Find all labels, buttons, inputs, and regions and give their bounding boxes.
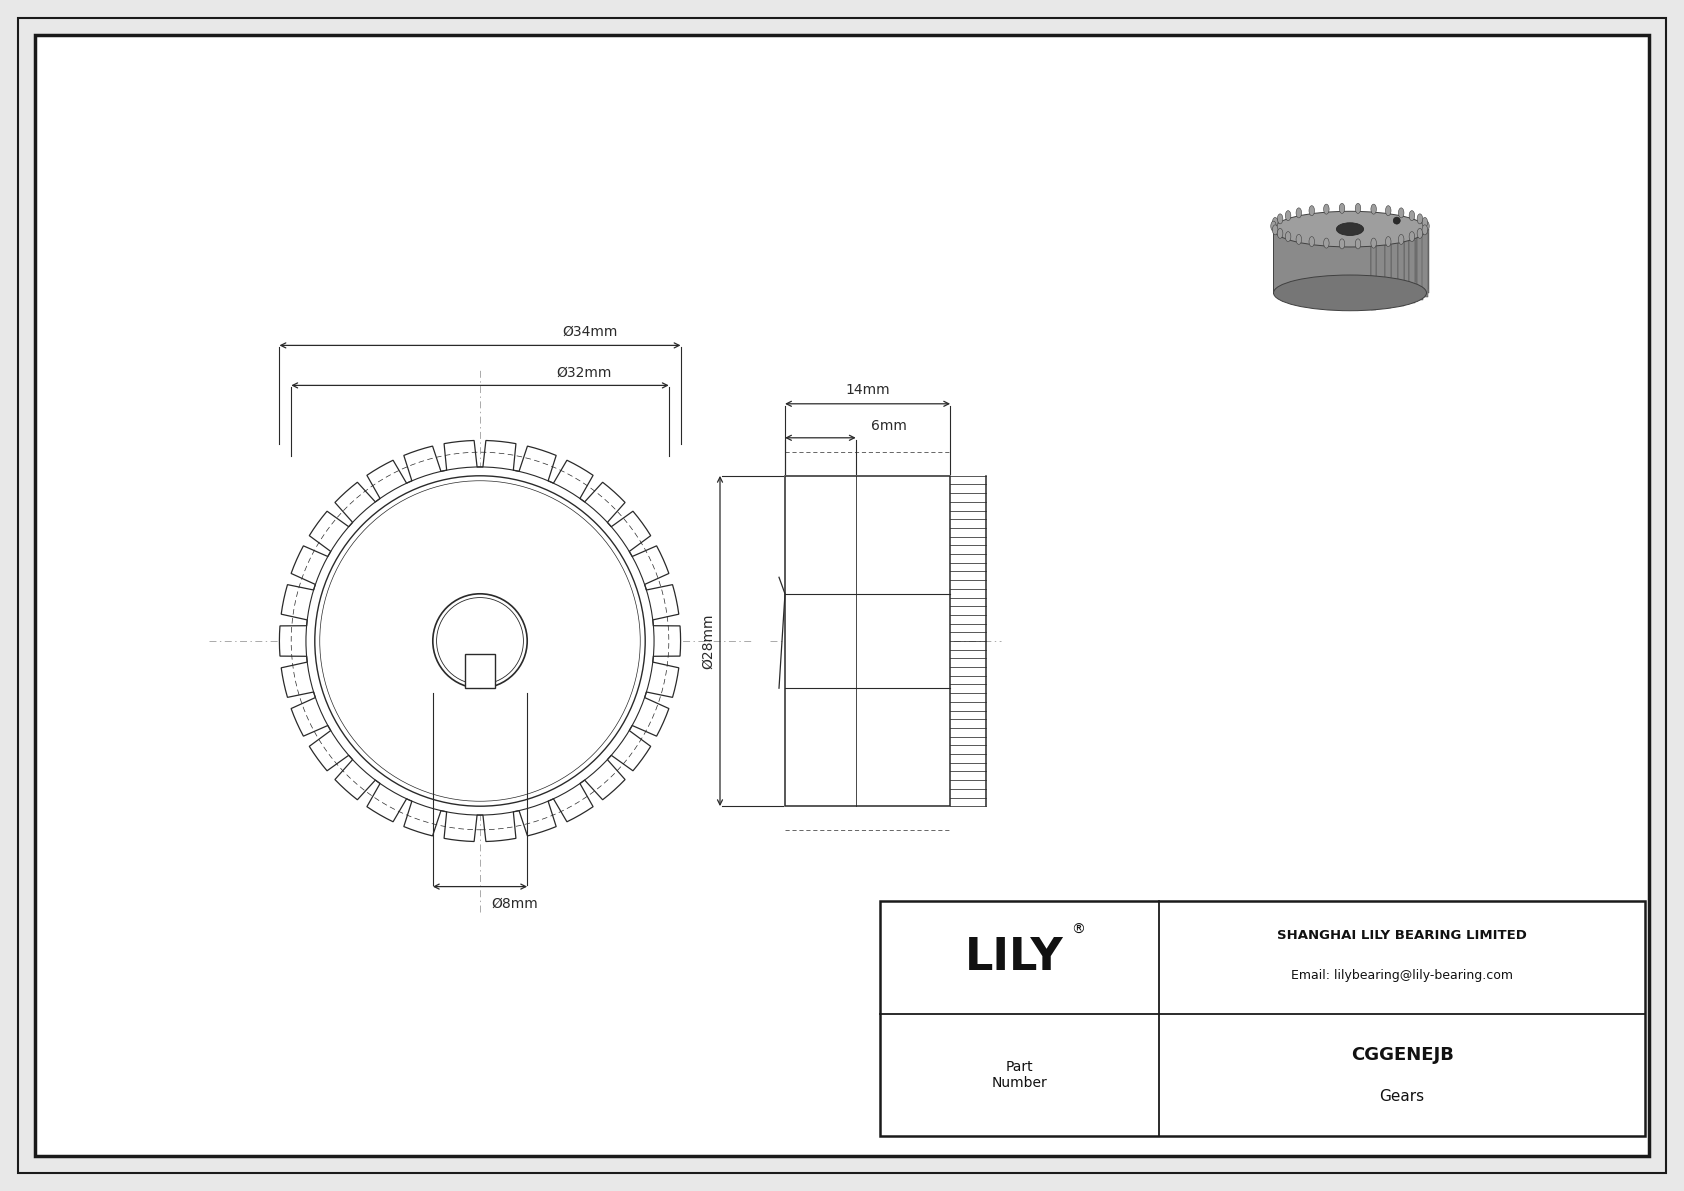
Ellipse shape (1308, 237, 1315, 247)
Bar (1410, 219, 1415, 282)
Bar (1421, 232, 1428, 297)
Text: Email: lilybearing@lily-bearing.com: Email: lilybearing@lily-bearing.com (1292, 969, 1514, 981)
Bar (1386, 244, 1391, 308)
Circle shape (315, 475, 645, 806)
Polygon shape (280, 441, 680, 842)
Ellipse shape (1297, 235, 1302, 244)
Ellipse shape (1398, 208, 1404, 218)
Text: Part
Number: Part Number (992, 1060, 1047, 1090)
Circle shape (1393, 217, 1401, 224)
Text: 14mm: 14mm (845, 382, 889, 397)
Ellipse shape (1423, 222, 1430, 231)
Ellipse shape (1371, 238, 1376, 248)
Ellipse shape (1398, 235, 1404, 244)
Ellipse shape (1324, 238, 1329, 248)
Bar (785, 475, 950, 806)
Text: Ø8mm: Ø8mm (492, 897, 539, 911)
Ellipse shape (1356, 239, 1361, 249)
Text: Gears: Gears (1379, 1090, 1425, 1104)
Text: LILY: LILY (965, 936, 1064, 979)
Ellipse shape (1271, 222, 1276, 231)
Ellipse shape (1297, 208, 1302, 218)
Bar (881, 902, 1645, 1136)
Bar (1371, 212, 1376, 276)
Bar (1423, 229, 1430, 293)
Circle shape (433, 594, 527, 688)
Ellipse shape (1324, 204, 1329, 214)
Ellipse shape (1308, 206, 1315, 216)
Ellipse shape (1278, 229, 1283, 238)
Ellipse shape (1273, 225, 1278, 235)
Text: SHANGHAI LILY BEARING LIMITED: SHANGHAI LILY BEARING LIMITED (1276, 929, 1527, 942)
Ellipse shape (1339, 204, 1346, 213)
Ellipse shape (1418, 214, 1423, 224)
Ellipse shape (1273, 275, 1426, 311)
Text: ®: ® (1071, 922, 1084, 936)
Bar (1421, 225, 1428, 289)
Ellipse shape (1410, 211, 1415, 220)
Bar (1418, 236, 1423, 300)
Ellipse shape (1273, 218, 1278, 227)
Ellipse shape (1356, 204, 1361, 213)
Text: Ø28mm: Ø28mm (701, 613, 716, 669)
Ellipse shape (1410, 231, 1415, 242)
Bar (1273, 229, 1426, 293)
Ellipse shape (1285, 211, 1292, 220)
Text: Ø34mm: Ø34mm (562, 324, 618, 338)
Ellipse shape (1285, 231, 1292, 242)
Ellipse shape (1337, 223, 1364, 236)
Ellipse shape (1386, 237, 1391, 247)
Ellipse shape (1421, 225, 1428, 235)
Bar (1398, 243, 1404, 306)
Bar (1371, 247, 1376, 310)
Ellipse shape (1386, 206, 1391, 216)
Bar (465, 654, 495, 688)
Ellipse shape (1273, 211, 1426, 247)
Bar (1386, 213, 1391, 278)
Ellipse shape (1278, 214, 1283, 224)
Ellipse shape (1339, 239, 1346, 249)
Bar (1398, 216, 1404, 280)
Ellipse shape (1371, 204, 1376, 214)
Bar (1410, 239, 1415, 304)
Bar (1418, 222, 1423, 286)
Ellipse shape (1421, 218, 1428, 227)
Text: Ø32mm: Ø32mm (556, 366, 611, 380)
Text: 6mm: 6mm (871, 419, 906, 432)
Ellipse shape (1418, 229, 1423, 238)
Text: CGGENEJB: CGGENEJB (1351, 1046, 1453, 1064)
